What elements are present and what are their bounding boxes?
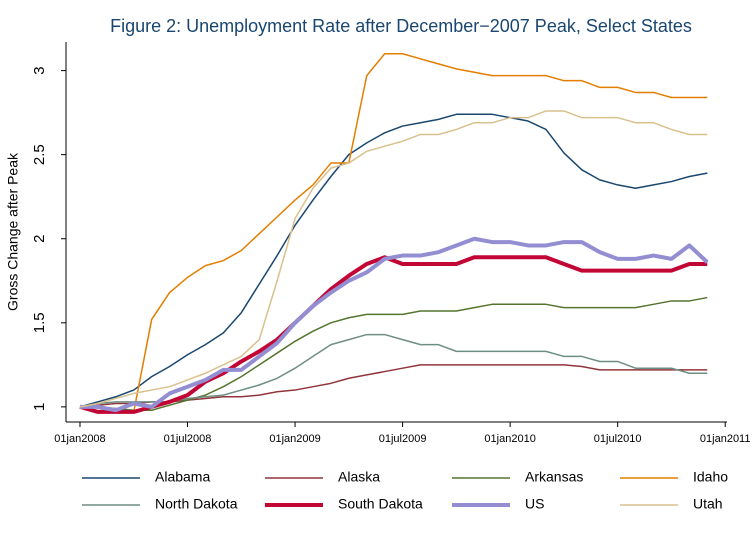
x-tick-label: 01jan2009 — [269, 433, 320, 445]
legend-label: Alaska — [338, 469, 380, 485]
y-tick-label: 1.5 — [31, 312, 48, 333]
series-line — [79, 110, 708, 408]
legend-label: South Dakota — [338, 496, 423, 512]
x-tick-label: 01jan2011 — [700, 433, 751, 445]
y-tick-label: 3 — [31, 66, 48, 74]
x-tick-label: 01jan2008 — [54, 433, 105, 445]
series-line — [79, 333, 708, 408]
y-axis-label: Gross Change after Peak — [5, 152, 21, 311]
x-tick-label: 01jul2009 — [379, 433, 427, 445]
legend-label: US — [525, 496, 544, 512]
legend-label: Arkansas — [525, 469, 583, 485]
series-line — [79, 53, 708, 413]
chart-title: Figure 2: Unemployment Rate after Decemb… — [110, 16, 692, 36]
series-line — [79, 296, 708, 411]
legend-label: Alabama — [155, 469, 210, 485]
y-tick-label: 1 — [31, 403, 48, 411]
x-tick-label: 01jan2010 — [484, 433, 535, 445]
series-line — [79, 113, 708, 408]
legend-label: Idaho — [693, 469, 728, 485]
series-line — [79, 255, 708, 414]
y-tick-label: 2 — [31, 235, 48, 243]
y-tick-label: 2.5 — [31, 144, 48, 165]
series-line — [79, 236, 709, 413]
x-tick-label: 01jul2008 — [164, 433, 212, 445]
x-tick-label: 01jul2010 — [594, 433, 642, 445]
legend-label: Utah — [693, 496, 723, 512]
legend-label: North Dakota — [155, 496, 238, 512]
